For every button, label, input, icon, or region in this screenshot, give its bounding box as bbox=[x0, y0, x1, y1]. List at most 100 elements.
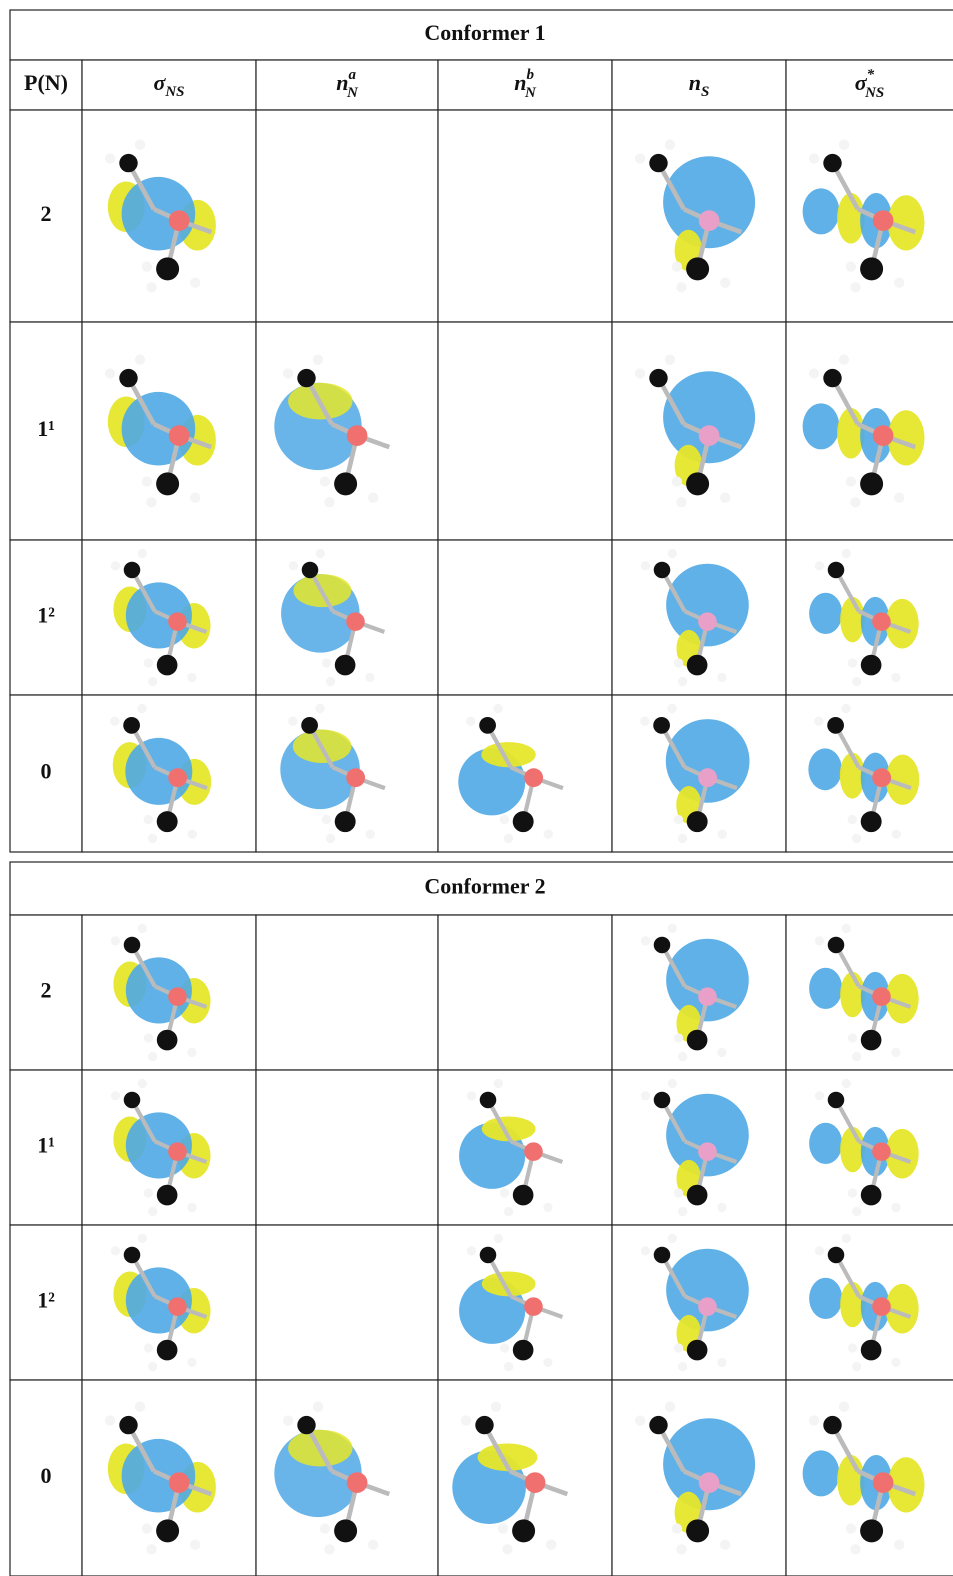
table-cell bbox=[255, 1069, 439, 1226]
atom bbox=[845, 476, 857, 487]
orbital-image bbox=[280, 703, 386, 844]
atom bbox=[156, 1519, 180, 1543]
atom bbox=[894, 1539, 905, 1550]
table-cell bbox=[9, 1224, 83, 1381]
atom bbox=[288, 561, 299, 571]
atom bbox=[301, 716, 318, 734]
atom bbox=[512, 1519, 536, 1543]
atom bbox=[499, 1188, 510, 1198]
atom bbox=[493, 1078, 503, 1089]
orbital-image bbox=[281, 548, 386, 687]
atom bbox=[717, 1357, 727, 1368]
atom bbox=[653, 936, 671, 954]
atom bbox=[686, 1029, 708, 1051]
atom bbox=[841, 1233, 851, 1244]
atom bbox=[512, 811, 534, 833]
lobe bbox=[809, 967, 843, 1010]
atom bbox=[503, 833, 514, 844]
atom bbox=[137, 1078, 147, 1089]
atom bbox=[365, 672, 375, 683]
atom bbox=[891, 1357, 901, 1368]
atom bbox=[872, 425, 894, 446]
atom bbox=[119, 1415, 138, 1435]
atom bbox=[698, 1472, 720, 1493]
lobe bbox=[885, 1128, 919, 1179]
atom bbox=[814, 716, 824, 726]
atom bbox=[678, 1051, 688, 1062]
atom bbox=[814, 1091, 825, 1101]
atom bbox=[698, 425, 720, 446]
atom bbox=[493, 703, 503, 714]
atom bbox=[141, 476, 153, 487]
atom bbox=[326, 676, 336, 687]
atom bbox=[640, 1091, 651, 1101]
header-cell bbox=[9, 59, 83, 111]
header-cell bbox=[437, 59, 613, 111]
atom bbox=[466, 1246, 477, 1256]
orbital-image bbox=[459, 1078, 564, 1217]
table-cell bbox=[255, 109, 439, 323]
atom bbox=[301, 561, 319, 579]
atom bbox=[698, 210, 720, 231]
atom bbox=[187, 829, 198, 839]
atom bbox=[123, 561, 141, 579]
atom bbox=[649, 368, 668, 388]
row-label: 2 bbox=[41, 201, 52, 226]
atom bbox=[156, 811, 178, 833]
atom bbox=[634, 153, 646, 164]
atom bbox=[673, 658, 684, 668]
atom bbox=[346, 612, 365, 631]
atom bbox=[827, 716, 844, 734]
header-sub: N bbox=[524, 85, 537, 101]
atom bbox=[512, 1339, 534, 1361]
atom bbox=[671, 261, 683, 272]
atom bbox=[653, 561, 671, 579]
atom bbox=[841, 548, 851, 559]
atom bbox=[288, 716, 298, 726]
atom bbox=[686, 472, 710, 496]
atom bbox=[860, 1029, 882, 1051]
atom bbox=[852, 1206, 862, 1217]
atom bbox=[524, 1142, 543, 1161]
atom bbox=[190, 492, 201, 503]
orbital-image bbox=[808, 703, 920, 844]
atom bbox=[808, 153, 820, 164]
atom bbox=[499, 1343, 510, 1353]
atom bbox=[168, 612, 187, 631]
table-cell bbox=[9, 321, 83, 541]
atom bbox=[123, 1246, 141, 1264]
atom bbox=[671, 1523, 683, 1534]
atom bbox=[640, 716, 650, 726]
atom bbox=[686, 654, 708, 676]
atom bbox=[110, 716, 120, 726]
atom bbox=[838, 139, 850, 150]
atom bbox=[156, 257, 180, 281]
orbital-image bbox=[634, 1401, 756, 1555]
orbital-image bbox=[104, 1401, 216, 1555]
atom bbox=[502, 1544, 513, 1555]
atom bbox=[497, 1523, 509, 1534]
table-cell bbox=[437, 321, 613, 541]
atom bbox=[504, 1206, 514, 1217]
lobe bbox=[885, 598, 919, 649]
atom bbox=[368, 1539, 379, 1550]
atom bbox=[814, 1246, 825, 1256]
column-header: na N bbox=[336, 67, 359, 101]
header-base: σ bbox=[153, 70, 166, 95]
title-cell bbox=[9, 861, 953, 916]
row-label: 1² bbox=[37, 1288, 55, 1313]
table-cell bbox=[9, 539, 83, 696]
atom bbox=[141, 261, 153, 272]
atom bbox=[671, 476, 683, 487]
orbital-image bbox=[640, 703, 750, 844]
atom bbox=[678, 1206, 688, 1217]
atom bbox=[297, 1415, 316, 1435]
atom bbox=[156, 1339, 178, 1361]
atom bbox=[664, 139, 676, 150]
orbital-image bbox=[274, 1401, 391, 1555]
atom bbox=[872, 987, 891, 1006]
atom bbox=[664, 1401, 676, 1412]
table-cell bbox=[255, 914, 439, 1071]
orbital-image bbox=[640, 1233, 749, 1372]
